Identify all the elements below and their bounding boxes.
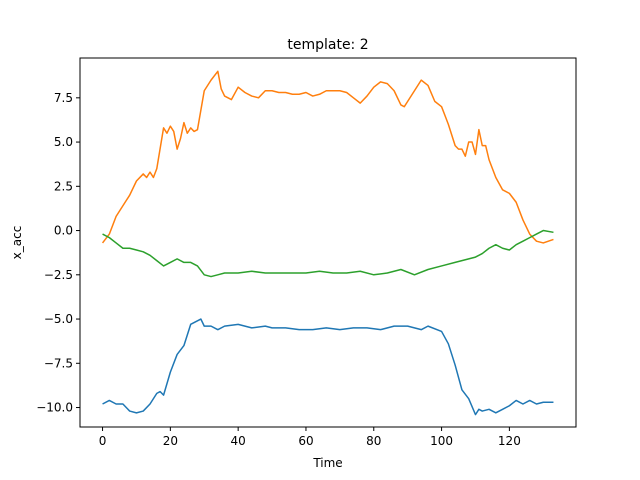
y-tick-label: −7.5 <box>44 356 73 370</box>
x-tick-label: 60 <box>298 434 313 448</box>
x-axis-label: Time <box>312 456 342 470</box>
x-tick-label: 20 <box>163 434 178 448</box>
y-tick-label: 7.5 <box>54 91 73 105</box>
y-tick-label: 5.0 <box>54 135 73 149</box>
x-tick-label: 80 <box>366 434 381 448</box>
x-tick-label: 40 <box>231 434 246 448</box>
plot-area <box>80 58 576 427</box>
y-tick-label: −2.5 <box>44 268 73 282</box>
plot-frame <box>79 57 577 428</box>
y-tick-label: −5.0 <box>44 312 73 326</box>
y-axis-label: x_acc <box>10 226 24 260</box>
x-tick-label: 120 <box>498 434 521 448</box>
x-axis-ticks: 0 20 40 60 80 100 120 <box>99 427 521 448</box>
y-tick-label: 2.5 <box>54 179 73 193</box>
x-tick-label: 100 <box>430 434 453 448</box>
series-line-1 <box>102 318 554 416</box>
series-line-3 <box>102 229 554 278</box>
y-tick-label: 0.0 <box>54 224 73 238</box>
series-line-2 <box>101 70 554 244</box>
y-axis-ticks: −10.0 −7.5 −5.0 −2.5 0.0 2.5 5.0 7.5 <box>36 91 80 415</box>
x-tick-label: 0 <box>99 434 107 448</box>
chart-title: template: 2 <box>287 37 368 53</box>
y-tick-label: −10.0 <box>36 401 73 415</box>
series-layer <box>101 70 554 416</box>
